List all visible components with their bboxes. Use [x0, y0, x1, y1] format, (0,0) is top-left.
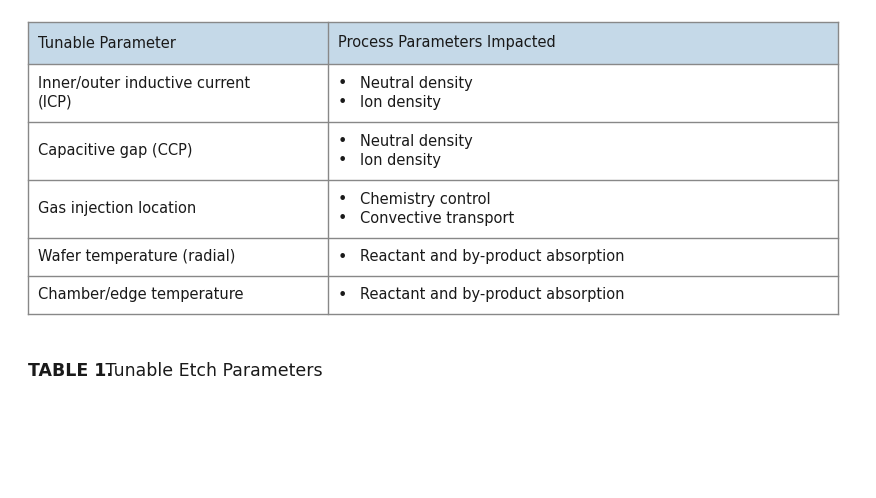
- Text: Neutral density: Neutral density: [360, 134, 472, 149]
- Text: Reactant and by-product absorption: Reactant and by-product absorption: [360, 287, 625, 302]
- Bar: [28, 122, 838, 180]
- Bar: [28, 22, 838, 64]
- Text: Chamber/edge temperature: Chamber/edge temperature: [38, 287, 244, 302]
- Text: •: •: [338, 76, 347, 91]
- Text: TABLE 1.: TABLE 1.: [28, 362, 113, 380]
- Text: •: •: [338, 249, 347, 264]
- Text: Chemistry control: Chemistry control: [360, 192, 491, 207]
- Bar: [28, 276, 838, 314]
- Bar: [28, 180, 838, 238]
- Bar: [28, 238, 838, 276]
- Text: Reactant and by-product absorption: Reactant and by-product absorption: [360, 249, 625, 264]
- Text: Inner/outer inductive current
(ICP): Inner/outer inductive current (ICP): [38, 76, 251, 110]
- Text: •: •: [338, 192, 347, 207]
- Text: Capacitive gap (CCP): Capacitive gap (CCP): [38, 143, 193, 158]
- Text: •: •: [338, 211, 347, 226]
- Text: •: •: [338, 153, 347, 168]
- Text: Neutral density: Neutral density: [360, 76, 472, 91]
- Text: •: •: [338, 287, 347, 302]
- Text: Ion density: Ion density: [360, 95, 441, 110]
- Text: •: •: [338, 134, 347, 149]
- Text: Process Parameters Impacted: Process Parameters Impacted: [338, 35, 555, 50]
- Text: Tunable Etch Parameters: Tunable Etch Parameters: [100, 362, 322, 380]
- Text: Ion density: Ion density: [360, 153, 441, 168]
- Text: •: •: [338, 95, 347, 110]
- Text: Convective transport: Convective transport: [360, 211, 514, 226]
- Bar: [28, 64, 838, 122]
- Text: Wafer temperature (radial): Wafer temperature (radial): [38, 249, 236, 264]
- Text: Tunable Parameter: Tunable Parameter: [38, 35, 176, 50]
- Text: Gas injection location: Gas injection location: [38, 202, 196, 217]
